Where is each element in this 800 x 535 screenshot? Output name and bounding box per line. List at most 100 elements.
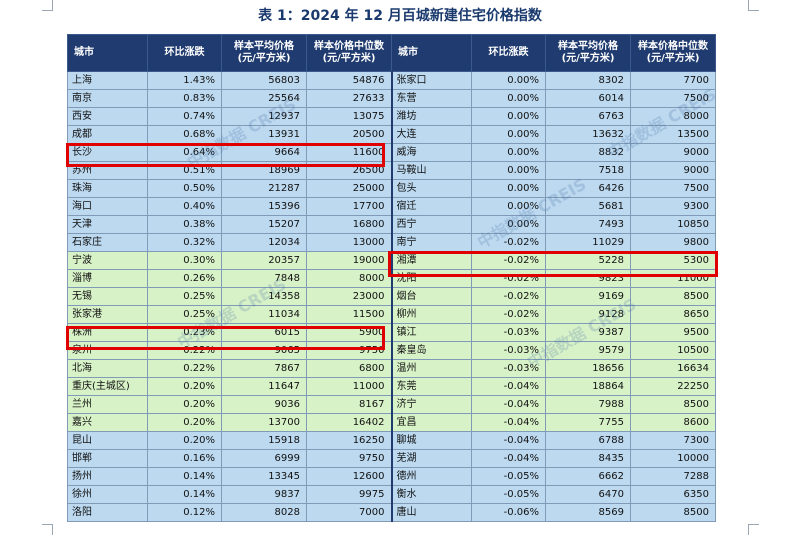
median-price-cell: 11000 xyxy=(306,377,392,396)
city-cell: 威海 xyxy=(390,143,472,162)
city-cell: 秦皇岛 xyxy=(390,341,472,360)
city-cell: 成都 xyxy=(67,125,148,144)
header-change: 环比涨跌 xyxy=(471,34,546,72)
change-cell: 0.38% xyxy=(147,215,222,234)
avg-price-cell: 5681 xyxy=(545,197,631,216)
avg-price-cell: 9169 xyxy=(545,287,631,306)
median-price-cell: 9750 xyxy=(306,341,392,360)
header-avg-price: 样本平均价格 (元/平方米) xyxy=(221,34,307,72)
median-price-cell: 9750 xyxy=(306,449,392,468)
page-corner-mark xyxy=(42,524,53,535)
city-cell: 潍坊 xyxy=(390,107,472,126)
avg-price-cell: 12937 xyxy=(221,107,307,126)
city-cell: 德州 xyxy=(390,467,472,486)
table-row: 重庆(主城区) 0.20% 11647 11000 东莞 -0.04% 18864 22250 xyxy=(67,377,716,396)
avg-price-cell: 21287 xyxy=(221,179,307,198)
avg-price-cell: 9065 xyxy=(221,341,307,360)
table-row: 洛阳 0.12% 8028 7000 唐山 -0.06% 8569 8500 xyxy=(67,503,716,522)
avg-price-cell: 25564 xyxy=(221,89,307,108)
city-cell: 宿迁 xyxy=(390,197,472,216)
avg-price-cell: 9823 xyxy=(545,269,631,288)
median-price-cell: 11500 xyxy=(306,305,392,324)
avg-price-cell: 7493 xyxy=(545,215,631,234)
change-cell: -0.03% xyxy=(471,323,546,342)
avg-price-cell: 11647 xyxy=(221,377,307,396)
avg-price-cell: 8435 xyxy=(545,449,631,468)
change-cell: 0.00% xyxy=(471,107,546,126)
median-price-cell: 11000 xyxy=(630,269,716,288)
median-price-cell: 16634 xyxy=(630,359,716,378)
table-body: 上海 1.43% 56803 54876 张家口 0.00% 8302 7700 南京 0.83%… xyxy=(67,71,716,522)
median-price-cell: 7500 xyxy=(630,89,716,108)
city-cell: 沈阳 xyxy=(390,269,472,288)
change-cell: 0.00% xyxy=(471,197,546,216)
median-price-cell: 10850 xyxy=(630,215,716,234)
change-cell: 0.20% xyxy=(147,431,222,450)
avg-price-cell: 6426 xyxy=(545,179,631,198)
table-row: 扬州 0.14% 13345 12600 德州 -0.05% 6662 7288 xyxy=(67,467,716,486)
avg-price-cell: 7518 xyxy=(545,161,631,180)
change-cell: 0.14% xyxy=(147,467,222,486)
change-cell: 0.00% xyxy=(471,89,546,108)
change-cell: -0.03% xyxy=(471,341,546,360)
median-price-cell: 19000 xyxy=(306,251,392,270)
median-price-cell: 8500 xyxy=(630,287,716,306)
median-price-cell: 13500 xyxy=(630,125,716,144)
city-cell: 宁波 xyxy=(67,251,148,270)
median-price-cell: 22250 xyxy=(630,377,716,396)
median-price-cell: 5900 xyxy=(306,323,392,342)
change-cell: 0.25% xyxy=(147,305,222,324)
median-price-cell: 13075 xyxy=(306,107,392,126)
avg-price-cell: 7867 xyxy=(221,359,307,378)
avg-price-cell: 6015 xyxy=(221,323,307,342)
city-cell: 西安 xyxy=(67,107,148,126)
median-price-cell: 7288 xyxy=(630,467,716,486)
header-median-price: 样本价格中位数 (元/平方米) xyxy=(630,34,716,72)
avg-price-cell: 6788 xyxy=(545,431,631,450)
city-cell: 张家港 xyxy=(67,305,148,324)
change-cell: 0.25% xyxy=(147,287,222,306)
avg-price-cell: 6470 xyxy=(545,485,631,504)
table-row: 北海 0.22% 7867 6800 温州 -0.03% 18656 16634 xyxy=(67,359,716,378)
avg-price-cell: 18864 xyxy=(545,377,631,396)
city-cell: 西宁 xyxy=(390,215,472,234)
avg-price-cell: 9837 xyxy=(221,485,307,504)
change-cell: -0.02% xyxy=(471,233,546,252)
header-city: 城市 xyxy=(67,34,148,72)
avg-price-cell: 9036 xyxy=(221,395,307,414)
median-price-cell: 16800 xyxy=(306,215,392,234)
city-cell: 衡水 xyxy=(390,485,472,504)
table-row: 石家庄 0.32% 12034 13000 南宁 -0.02% 11029 9800 xyxy=(67,233,716,252)
change-cell: 0.12% xyxy=(147,503,222,522)
change-cell: -0.02% xyxy=(471,269,546,288)
page-corner-mark xyxy=(42,0,53,11)
avg-price-cell: 6763 xyxy=(545,107,631,126)
city-cell: 海口 xyxy=(67,197,148,216)
table-row: 长沙 0.64% 9664 11600 威海 0.00% 8832 9000 xyxy=(67,143,716,162)
median-price-cell: 9975 xyxy=(306,485,392,504)
avg-price-cell: 6662 xyxy=(545,467,631,486)
median-price-cell: 17700 xyxy=(306,197,392,216)
change-cell: 0.14% xyxy=(147,485,222,504)
change-cell: 0.50% xyxy=(147,179,222,198)
city-cell: 天津 xyxy=(67,215,148,234)
table-row: 上海 1.43% 56803 54876 张家口 0.00% 8302 7700 xyxy=(67,71,716,90)
avg-price-cell: 8569 xyxy=(545,503,631,522)
avg-price-cell: 11034 xyxy=(221,305,307,324)
city-cell: 包头 xyxy=(390,179,472,198)
median-price-cell: 12600 xyxy=(306,467,392,486)
avg-price-cell: 12034 xyxy=(221,233,307,252)
change-cell: 0.20% xyxy=(147,413,222,432)
avg-price-cell: 13632 xyxy=(545,125,631,144)
city-cell: 嘉兴 xyxy=(67,413,148,432)
median-price-cell: 8500 xyxy=(630,503,716,522)
page-corner-mark xyxy=(748,524,759,535)
change-cell: 0.00% xyxy=(471,161,546,180)
change-cell: 0.26% xyxy=(147,269,222,288)
median-price-cell: 10500 xyxy=(630,341,716,360)
avg-price-cell: 7988 xyxy=(545,395,631,414)
city-cell: 株洲 xyxy=(67,323,148,342)
avg-price-cell: 13931 xyxy=(221,125,307,144)
table-row: 嘉兴 0.20% 13700 16402 宜昌 -0.04% 7755 8600 xyxy=(67,413,716,432)
avg-price-cell: 6999 xyxy=(221,449,307,468)
